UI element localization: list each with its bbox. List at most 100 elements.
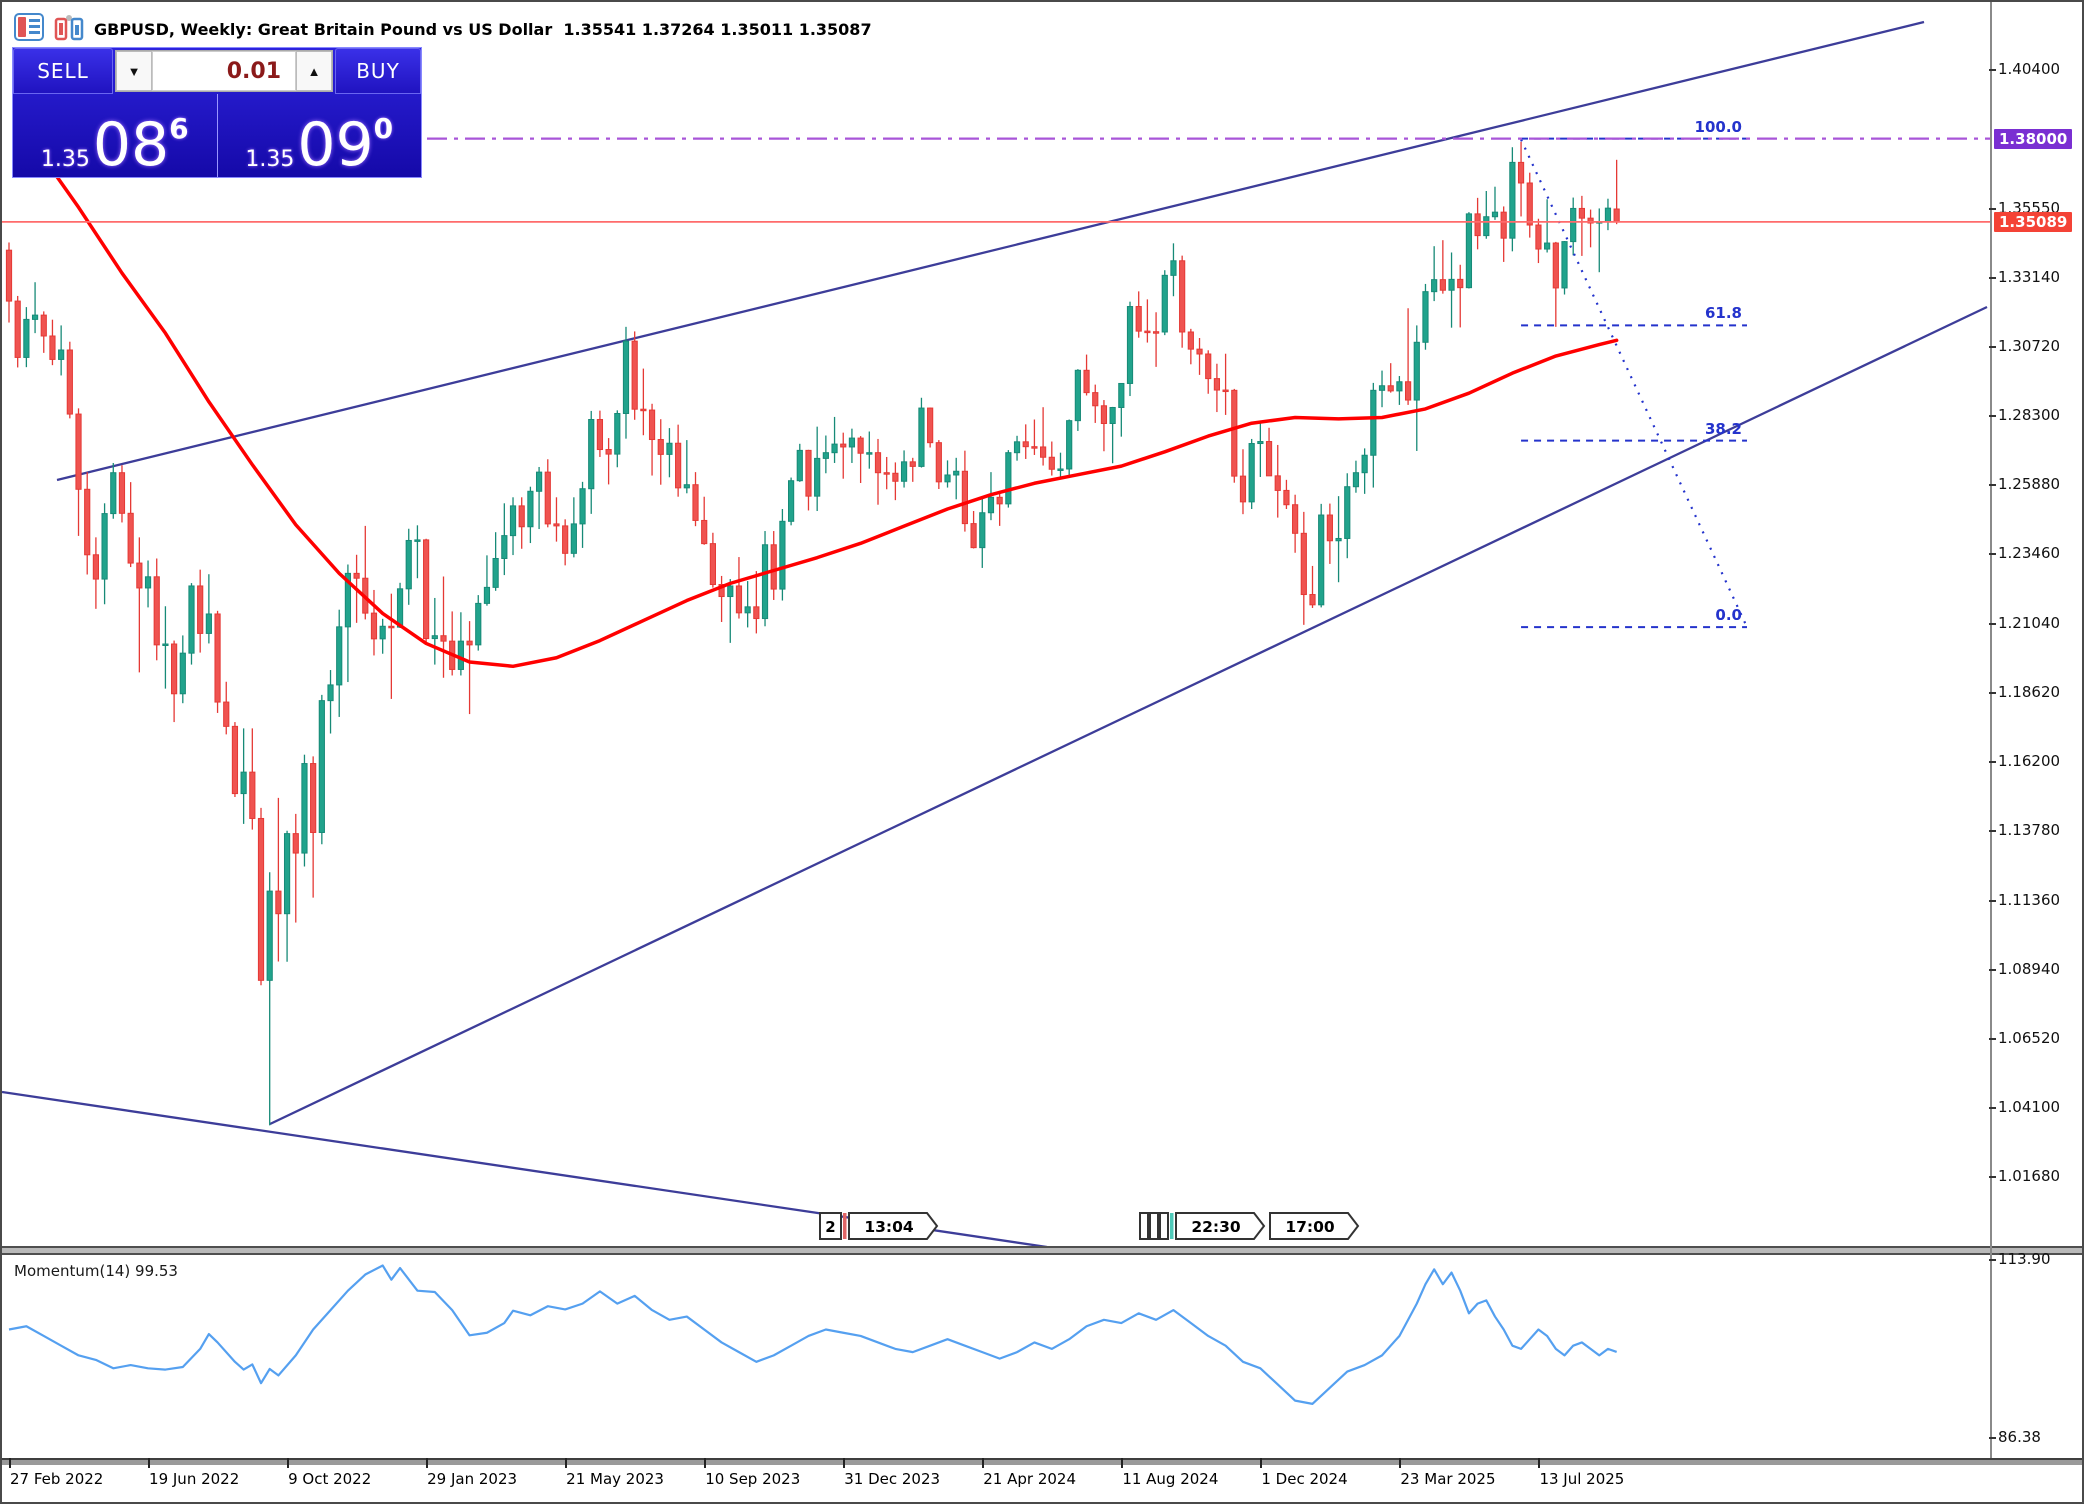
candle-body — [283, 833, 291, 915]
time-axis-tick — [565, 1458, 568, 1468]
time-axis-label: 13 Jul 2025 — [1539, 1470, 1625, 1488]
volume-stepper: ▼ 0.01 ▲ — [115, 50, 333, 92]
candle-body — [336, 626, 343, 686]
buy-price-button[interactable]: 1.35 09 0 — [218, 94, 422, 177]
candle-body — [370, 612, 378, 640]
volume-decrease-button[interactable]: ▼ — [116, 51, 152, 91]
event-time-pennant[interactable] — [1175, 1212, 1266, 1240]
candle-body — [1040, 446, 1047, 458]
market-watch-icon[interactable] — [14, 13, 44, 45]
candle-body — [118, 472, 126, 514]
candle-body — [214, 613, 221, 703]
time-axis-label: 19 Jun 2022 — [149, 1470, 240, 1488]
buy-button[interactable]: BUY — [335, 48, 421, 94]
candle-body — [1500, 211, 1507, 239]
candle-body — [657, 439, 664, 455]
candle-body — [692, 484, 699, 521]
price-axis-label: 1.08940 — [1989, 960, 2060, 978]
candle-body — [457, 640, 464, 670]
price-axis-label: 1.16200 — [1989, 752, 2060, 770]
time-axis-tick — [704, 1458, 707, 1468]
fib-level-label: 100.0 — [1694, 117, 1742, 136]
candle-body — [318, 700, 325, 833]
candle-body — [1422, 291, 1429, 343]
candle-body — [388, 625, 395, 629]
channel-upper — [56, 20, 1925, 482]
price-axis-label: 1.23460 — [1989, 544, 2060, 562]
event-time-pennant[interactable] — [848, 1212, 939, 1240]
candle-body — [1544, 242, 1551, 250]
candle-body — [483, 586, 491, 604]
event-flag-box[interactable] — [1159, 1212, 1169, 1240]
candle-body — [770, 544, 777, 590]
candle-body — [579, 488, 586, 525]
candle-body — [1092, 392, 1099, 407]
candle-body — [614, 412, 621, 455]
candle-body — [588, 418, 595, 490]
momentum-line — [8, 1264, 1618, 1405]
candle-body — [1083, 369, 1090, 394]
time-axis-bar — [2, 1458, 2082, 1465]
candle-body — [509, 505, 517, 537]
time-axis-tick — [1121, 1458, 1124, 1468]
candle-body — [1283, 489, 1290, 506]
candle-body — [440, 635, 447, 642]
momentum-axis-label: 113.90 — [1989, 1250, 2051, 1268]
price-axis-label: 1.06520 — [1989, 1029, 2060, 1047]
candle-body — [1179, 260, 1186, 333]
candle-body — [1352, 472, 1360, 488]
candle-body — [518, 505, 525, 528]
candle-body — [1413, 341, 1420, 401]
candle-body — [1292, 504, 1299, 534]
candle-body — [1318, 514, 1325, 606]
price-axis-bid-label: 1.35089 — [1994, 211, 2073, 232]
candle-body — [744, 606, 751, 614]
candle-body — [310, 763, 317, 833]
candle-body — [414, 539, 421, 542]
volume-increase-button[interactable]: ▲ — [296, 51, 332, 91]
chart-title: GBPUSD, Weekly: Great Britain Pound vs U… — [94, 19, 872, 39]
candle-body — [14, 300, 21, 358]
candle-body — [1613, 208, 1620, 223]
candle-body — [727, 585, 734, 598]
candle-body — [1109, 406, 1116, 425]
price-axis-label: 1.40400 — [1989, 60, 2060, 78]
candle-body — [66, 349, 73, 415]
event-flag-box[interactable] — [819, 1212, 842, 1240]
candle-body — [31, 314, 39, 320]
candle-body — [622, 340, 630, 414]
candle-body — [1057, 468, 1064, 471]
event-flag-box[interactable] — [1139, 1212, 1149, 1240]
event-flag-box[interactable] — [1149, 1212, 1159, 1240]
buy-price-pip: 0 — [373, 112, 394, 145]
candle-body — [5, 249, 13, 302]
price-axis-label: 1.25880 — [1989, 475, 2060, 493]
candle-body — [735, 585, 743, 614]
candle-body — [205, 613, 212, 634]
candle-body — [1135, 306, 1142, 332]
event-flag-box-label: 2 — [825, 1218, 835, 1236]
candle-body — [1309, 594, 1316, 606]
event-flag-tick — [843, 1213, 847, 1239]
price-axis-label: 1.04100 — [1989, 1098, 2060, 1116]
buy-price-prefix: 1.35 — [245, 147, 295, 172]
candle-body — [883, 472, 890, 475]
volume-input[interactable]: 0.01 — [152, 51, 296, 91]
time-axis-tick — [1538, 1458, 1541, 1468]
price-axis-label: 1.01680 — [1989, 1167, 2060, 1185]
candle-body — [75, 413, 82, 490]
event-time-label: 17:00 — [1285, 1218, 1335, 1236]
sell-button[interactable]: SELL — [13, 48, 113, 94]
candle-body — [162, 643, 169, 647]
candle-body — [866, 452, 873, 455]
pane-splitter[interactable] — [2, 1246, 2082, 1255]
time-axis-tick — [1399, 1458, 1402, 1468]
sell-price-button[interactable]: 1.35 08 6 — [13, 94, 218, 177]
fib-diagonal-line — [1520, 139, 1748, 628]
chart-bars-icon[interactable] — [53, 13, 85, 45]
candle-body — [249, 771, 256, 819]
event-time-pennant[interactable] — [1269, 1212, 1360, 1240]
fib-level-label: 0.0 — [1715, 606, 1742, 625]
candle-body — [1300, 532, 1307, 596]
